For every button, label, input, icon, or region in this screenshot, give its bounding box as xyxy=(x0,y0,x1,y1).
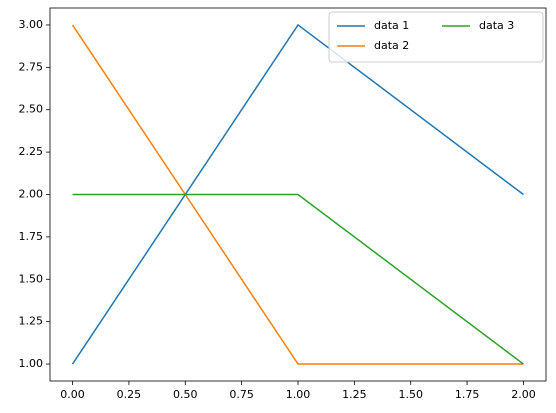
y-tick-label: 1.25 xyxy=(19,315,44,328)
x-tick-label: 0.00 xyxy=(60,388,85,401)
data-line xyxy=(71,23,524,365)
x-tick-label: 1.00 xyxy=(286,388,311,401)
legend-label: data 2 xyxy=(374,39,409,52)
legend-label: data 1 xyxy=(374,19,409,32)
data-line xyxy=(72,193,524,365)
y-tick-label: 2.50 xyxy=(19,103,44,116)
y-tick-label: 1.50 xyxy=(19,272,44,285)
legend: data 1 data 2 data 3 xyxy=(328,11,544,63)
legend-box xyxy=(328,11,544,63)
y-tick-label: 1.00 xyxy=(19,357,44,370)
y-tick-label: 3.00 xyxy=(19,18,44,31)
x-tick-label: 1.75 xyxy=(455,388,480,401)
legend-label: data 3 xyxy=(479,19,514,32)
y-tick-label: 2.00 xyxy=(19,188,44,201)
data-line xyxy=(71,24,524,365)
y-tick-label: 2.75 xyxy=(19,60,44,73)
axes-frame xyxy=(49,7,547,382)
y-tick-label: 2.25 xyxy=(19,145,44,158)
x-tick-label: 0.75 xyxy=(229,388,254,401)
x-tick-label: 2.00 xyxy=(511,388,536,401)
y-tick-label: 1.75 xyxy=(19,230,44,243)
x-tick-label: 0.50 xyxy=(173,388,198,401)
x-tick-label: 1.25 xyxy=(342,388,367,401)
x-tick-label: 0.25 xyxy=(117,388,142,401)
x-tick-label: 1.50 xyxy=(398,388,423,401)
